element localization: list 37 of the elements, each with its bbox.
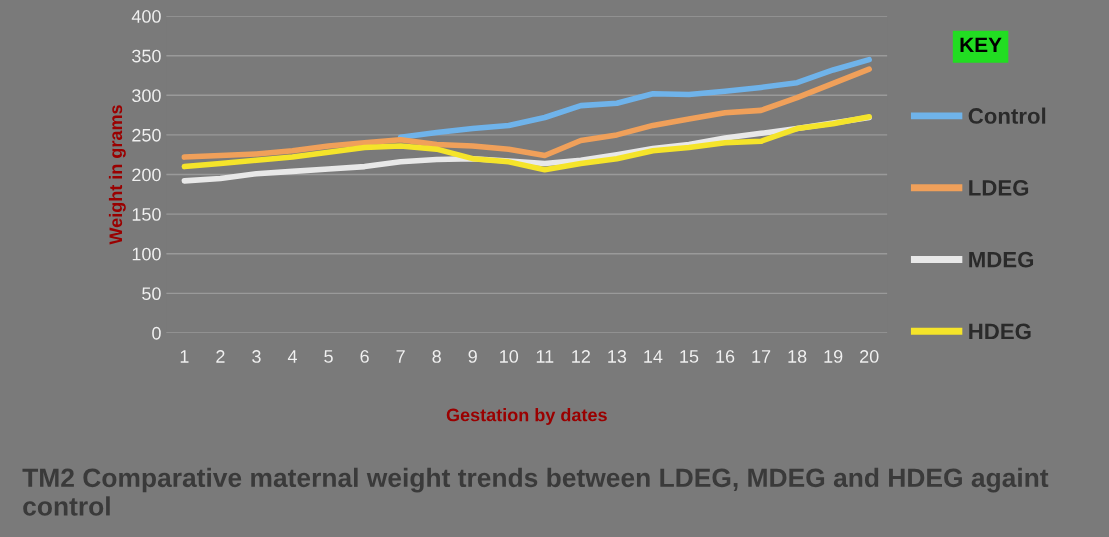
legend-label: MDEG (969, 251, 1034, 268)
y-tick-label: 0 (152, 326, 161, 340)
y-tick-label: 150 (132, 208, 161, 221)
x-axis-title: Gestation by dates (446, 408, 607, 425)
x-tick-label: 14 (644, 350, 663, 363)
y-tick-label: 300 (132, 89, 161, 103)
x-tick-label: 5 (324, 350, 333, 363)
x-tick-label: 20 (860, 350, 879, 363)
x-tick-label: 18 (788, 350, 807, 363)
y-tick-label: 100 (132, 247, 161, 261)
x-tick-label: 19 (824, 350, 843, 363)
x-tick-label: 3 (252, 350, 261, 363)
legend-title: KEY (960, 37, 1002, 53)
x-tick-label: 11 (536, 350, 554, 363)
x-tick-label: 10 (500, 350, 519, 363)
x-tick-label: 2 (216, 350, 225, 363)
x-tick-label: 1 (180, 350, 189, 363)
x-tick-label: 12 (572, 350, 590, 363)
y-tick-label: 400 (131, 10, 161, 23)
x-tick-label: 17 (752, 350, 771, 363)
legend-label: HDEG (969, 323, 1031, 340)
x-tick-label: 16 (716, 350, 735, 363)
y-axis-title: Weight in grams (108, 105, 126, 245)
x-tick-label: 4 (287, 350, 297, 363)
x-tick-label: 15 (680, 350, 699, 363)
y-tick-label: 50 (142, 287, 161, 301)
x-tick-label: 9 (468, 350, 477, 363)
legend-label: LDEG (969, 179, 1029, 196)
x-tick-label: 8 (432, 350, 441, 363)
y-tick-label: 350 (132, 49, 161, 63)
x-tick-label: 13 (608, 350, 627, 363)
x-tick-label: 6 (360, 350, 369, 363)
legend-label: Control (968, 107, 1046, 124)
y-tick-label: 250 (132, 128, 161, 142)
y-tick-label: 200 (132, 168, 161, 182)
x-tick-label: 7 (396, 350, 405, 363)
text: TM2 Comparative maternal weight trends between LDEG, MDEG and HDEG againt control (22, 467, 1049, 516)
